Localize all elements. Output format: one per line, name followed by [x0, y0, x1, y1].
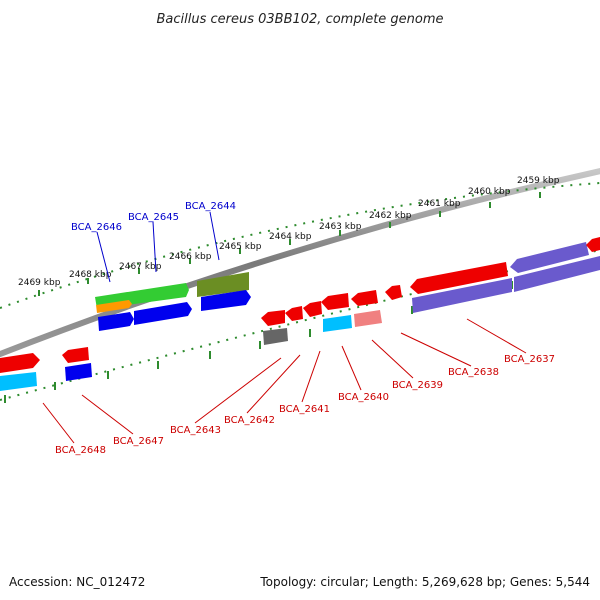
- gene-feature[interactable]: [0, 353, 40, 373]
- scale-label: 2464 kbp: [269, 232, 312, 242]
- gene-feature[interactable]: [263, 328, 288, 345]
- gene-label-bca-2639[interactable]: BCA_2639: [392, 380, 443, 391]
- leader-line: [246, 354, 301, 414]
- gene-feature[interactable]: [98, 312, 134, 331]
- scale-label: 2461 kbp: [418, 199, 461, 209]
- scale-label: 2469 kbp: [18, 278, 61, 288]
- scale-label: 2467 kbp: [119, 262, 162, 272]
- leader-line: [341, 345, 362, 391]
- gene-label-bca-2643[interactable]: BCA_2643: [170, 425, 221, 436]
- gene-label-bca-2644[interactable]: BCA_2644: [185, 201, 236, 212]
- gene-label-bca-2642[interactable]: BCA_2642: [224, 415, 275, 426]
- gene-feature[interactable]: [62, 347, 89, 363]
- gene-feature[interactable]: [96, 300, 132, 313]
- leader-line: [209, 211, 220, 261]
- genome-backbone: [0, 168, 600, 358]
- gene-feature[interactable]: [354, 310, 382, 327]
- outer-tick-ring: [0, 182, 600, 309]
- accession-text: Accession: NC_012472: [9, 575, 145, 589]
- leader-line: [96, 231, 111, 283]
- gene-feature[interactable]: [514, 256, 600, 292]
- gene-feature[interactable]: [65, 363, 92, 381]
- leader-line: [152, 221, 157, 273]
- scale-label: 2460 kbp: [468, 187, 511, 197]
- scale-label: 2459 kbp: [517, 176, 560, 186]
- scale-label: 2463 kbp: [319, 222, 362, 232]
- gene-label-bca-2645[interactable]: BCA_2645: [128, 212, 179, 223]
- gene-feature[interactable]: [385, 285, 402, 300]
- gene-feature[interactable]: [323, 315, 352, 332]
- scale-label: 2465 kbp: [219, 242, 262, 252]
- scale-label: 2462 kbp: [369, 211, 412, 221]
- gene-label-bca-2641[interactable]: BCA_2641: [279, 404, 330, 415]
- gene-label-bca-2637[interactable]: BCA_2637: [504, 354, 555, 365]
- map-title: Bacillus cereus 03BB102, complete genome: [156, 12, 443, 27]
- gene-feature[interactable]: [510, 242, 589, 273]
- gene-label-bca-2638[interactable]: BCA_2638: [448, 367, 499, 378]
- top-gene-labels: BCA_2646 BCA_2645 BCA_2644: [71, 201, 236, 283]
- gene-feature[interactable]: [285, 306, 303, 321]
- gene-feature[interactable]: [0, 372, 37, 391]
- leader-line: [194, 357, 282, 424]
- leader-line: [42, 402, 75, 444]
- scale-labels: 2459 kbp 2460 kbp 2461 kbp 2462 kbp 2463…: [18, 176, 560, 288]
- leader-line: [466, 318, 527, 354]
- scale-label: 2466 kbp: [169, 252, 212, 262]
- gene-label-bca-2648[interactable]: BCA_2648: [55, 445, 106, 456]
- forward-strand-genes: [95, 272, 251, 331]
- leader-line: [301, 350, 321, 403]
- gene-feature[interactable]: [351, 290, 378, 306]
- gene-feature[interactable]: [586, 237, 600, 252]
- leader-line: [371, 339, 414, 379]
- gene-feature[interactable]: [134, 302, 192, 325]
- gene-feature[interactable]: [321, 293, 349, 310]
- outer-major-ticks: [38, 192, 541, 296]
- gene-feature[interactable]: [410, 262, 508, 294]
- gene-feature[interactable]: [261, 310, 285, 326]
- reverse-strand-genes: [0, 237, 600, 391]
- gene-feature[interactable]: [303, 301, 322, 317]
- gene-label-bca-2646[interactable]: BCA_2646: [71, 222, 122, 233]
- bottom-gene-labels: BCA_2648 BCA_2647 BCA_2643 BCA_2642 BCA_…: [42, 318, 555, 456]
- genome-summary-text: Topology: circular; Length: 5,269,628 bp…: [259, 575, 590, 589]
- gene-feature[interactable]: [201, 290, 251, 311]
- gene-label-bca-2647[interactable]: BCA_2647: [113, 436, 164, 447]
- gene-feature[interactable]: [197, 272, 249, 297]
- leader-line: [81, 394, 134, 435]
- scale-label: 2468 kbp: [69, 270, 112, 280]
- gene-label-bca-2640[interactable]: BCA_2640: [338, 392, 389, 403]
- leader-line: [400, 332, 472, 367]
- gene-feature[interactable]: [412, 278, 512, 313]
